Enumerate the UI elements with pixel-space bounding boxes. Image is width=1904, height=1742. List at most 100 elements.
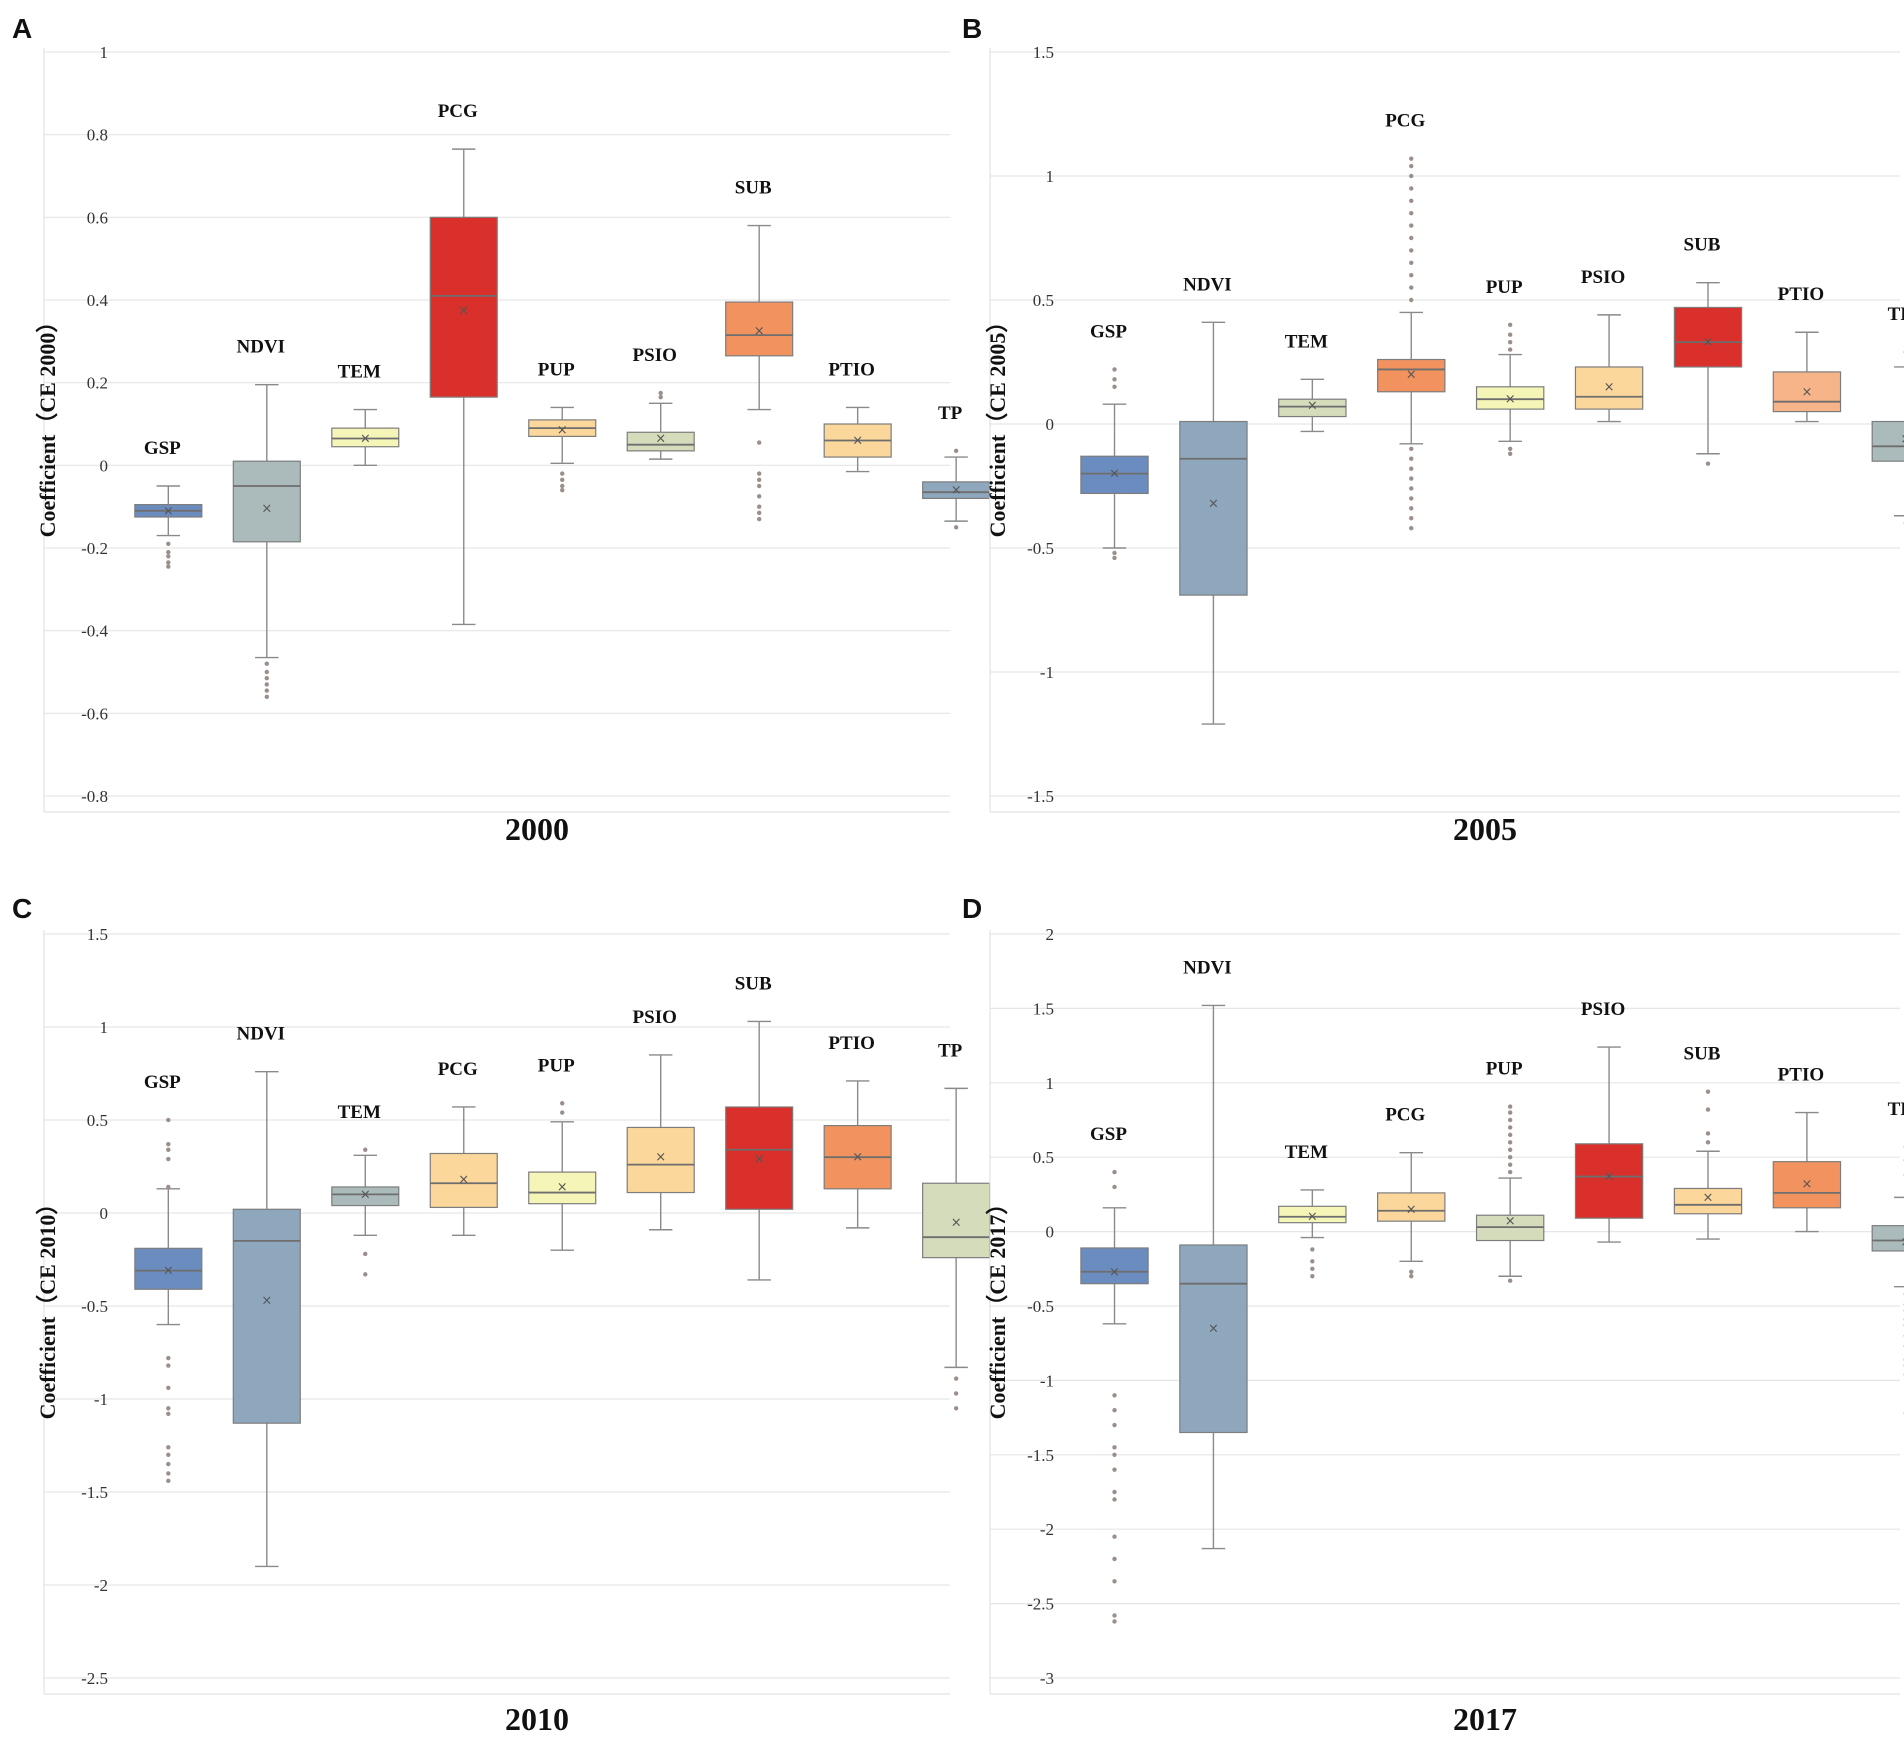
outlier-point xyxy=(1507,1162,1513,1167)
outlier-point xyxy=(1409,198,1414,203)
box-tp: × TP xyxy=(922,403,991,530)
outlier-point xyxy=(166,1156,171,1162)
outlier-point xyxy=(1705,1089,1711,1094)
outlier-point xyxy=(1705,1140,1711,1145)
outlier-point xyxy=(1112,1422,1117,1428)
outlier-point xyxy=(166,1117,171,1123)
y-tick-label: -0.5 xyxy=(1027,1297,1054,1316)
box-iqr xyxy=(1377,1192,1446,1222)
box-gsp: × GSP xyxy=(1080,1124,1149,1624)
category-label: GSP xyxy=(144,438,181,459)
y-tick-label: 0.5 xyxy=(1033,1148,1054,1167)
category-label: NDVI xyxy=(237,337,286,358)
outlier-point xyxy=(166,1147,171,1152)
outlier-point xyxy=(1112,367,1117,372)
outlier-point xyxy=(756,471,762,476)
outlier-point xyxy=(658,390,663,396)
y-axis-label: Coefficient（CE 2010） xyxy=(35,1193,60,1420)
mean-marker: × xyxy=(754,324,765,339)
box-iqr xyxy=(134,1247,203,1290)
outlier-point xyxy=(1409,285,1414,290)
outlier-point xyxy=(1112,1613,1117,1618)
outlier-point xyxy=(953,525,959,530)
box-psio: × PSIO xyxy=(626,1007,695,1231)
mean-marker: × xyxy=(1505,392,1516,407)
outlier-point xyxy=(1112,1489,1117,1495)
box-tem: × TEM xyxy=(331,362,400,467)
outlier-point xyxy=(1409,223,1414,228)
outlier-point xyxy=(166,1452,171,1458)
outlier-point xyxy=(756,494,762,499)
outlier-point xyxy=(264,669,269,675)
outlier-point xyxy=(953,1391,959,1396)
mean-marker: × xyxy=(1109,467,1120,482)
y-tick-label: 0 xyxy=(100,456,109,475)
outlier-point xyxy=(560,471,565,476)
outlier-point xyxy=(1409,486,1414,491)
box-iqr xyxy=(1673,306,1743,368)
category-label: SUB xyxy=(735,973,772,994)
box-pcg: × PCG xyxy=(1377,111,1446,531)
panel-letter: A xyxy=(12,13,32,44)
outlier-point xyxy=(756,510,762,516)
y-tick-label: 0.5 xyxy=(1033,291,1054,310)
box-pup: × PUP xyxy=(528,359,597,493)
outlier-point xyxy=(1409,173,1414,179)
mean-marker: × xyxy=(163,504,174,519)
box-iqr xyxy=(725,301,794,357)
outlier-point xyxy=(1507,1110,1513,1115)
category-label: PSIO xyxy=(1581,267,1625,288)
outlier-point xyxy=(166,1355,171,1361)
mean-marker: × xyxy=(1801,1177,1812,1192)
panel-a: A 1 0.8 0.6 0.4 0.2 0 -0.2 -0.4 -0.6 -0.8 Coefficie… xyxy=(12,13,991,847)
outlier-point xyxy=(1507,1155,1513,1160)
mean-marker: × xyxy=(1307,398,1318,413)
outlier-point xyxy=(166,1478,171,1484)
mean-marker: × xyxy=(655,1150,666,1165)
y-tick-label: 1.5 xyxy=(1033,43,1054,62)
outlier-point xyxy=(1409,211,1414,216)
outlier-point xyxy=(1507,446,1513,451)
outlier-point xyxy=(264,688,269,693)
category-label: PCG xyxy=(1385,111,1425,132)
box-iqr xyxy=(528,1171,597,1205)
outlier-point xyxy=(1409,506,1414,511)
category-label: NDVI xyxy=(237,1024,286,1045)
outlier-point xyxy=(1112,1169,1117,1175)
category-label: PTIO xyxy=(1778,284,1824,305)
outlier-point xyxy=(1705,1131,1711,1136)
outlier-point xyxy=(756,504,762,509)
outlier-point xyxy=(1507,1125,1513,1130)
outlier-point xyxy=(953,1376,959,1381)
box-iqr xyxy=(1179,420,1248,596)
outlier-point xyxy=(756,483,762,489)
outlier-point xyxy=(560,1101,565,1106)
outlier-point xyxy=(1507,451,1513,456)
outlier-point xyxy=(1112,1534,1117,1539)
mean-marker: × xyxy=(261,502,272,517)
category-label: PTIO xyxy=(1778,1065,1824,1086)
outlier-point xyxy=(166,1471,171,1476)
outlier-point xyxy=(1507,1104,1513,1109)
mean-marker: × xyxy=(1703,335,1714,350)
category-label: TEM xyxy=(338,1102,381,1123)
box-pup: × PUP xyxy=(1475,277,1545,456)
mean-marker: × xyxy=(261,1293,272,1308)
outlier-point xyxy=(166,564,171,569)
box-iqr xyxy=(1574,366,1644,410)
outlier-point xyxy=(1409,456,1414,461)
mean-marker: × xyxy=(1406,1202,1417,1217)
panel-letter: C xyxy=(12,893,32,924)
y-tick-label: -2 xyxy=(1040,1520,1054,1539)
mean-marker: × xyxy=(1406,367,1417,382)
outlier-point xyxy=(1112,1579,1117,1584)
box-iqr xyxy=(1673,1187,1743,1215)
box-gsp: × GSP xyxy=(134,1072,203,1484)
outlier-point xyxy=(1507,1117,1513,1123)
box-iqr xyxy=(1871,420,1904,462)
outlier-point xyxy=(166,1445,171,1450)
outlier-point xyxy=(166,1461,171,1467)
category-label: SUB xyxy=(735,178,772,199)
box-sub: × SUB xyxy=(725,973,794,1281)
mean-marker: × xyxy=(1208,1321,1219,1336)
